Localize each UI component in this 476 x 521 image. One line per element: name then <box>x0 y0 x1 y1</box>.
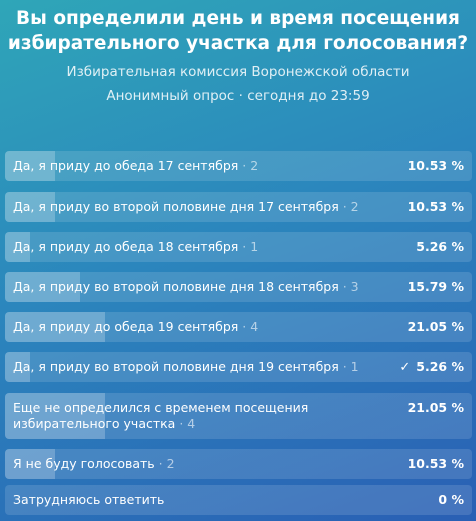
option-label: Я не буду голосовать · 2 <box>13 456 393 472</box>
option-label: Еще не определился с временем посещения … <box>13 400 393 432</box>
vote-count: · 4 <box>238 319 259 334</box>
option-percent: 10.53 % <box>408 456 464 472</box>
result-bar-fill <box>5 232 30 262</box>
poll-author: Избирательная комиссия Воронежской облас… <box>66 64 410 80</box>
option-percent: ✓ 5.26 % <box>399 359 464 376</box>
option-label: Да, я приду во второй половине дня 18 се… <box>13 279 393 295</box>
percent-value: 15.79 % <box>407 279 464 294</box>
percent-value: 21.05 % <box>407 319 464 334</box>
option-text: Да, я приду во второй половине дня 18 се… <box>13 279 339 294</box>
poll-option[interactable]: Да, я приду до обеда 17 сентября · 2 10.5… <box>5 151 472 181</box>
result-bar-fill <box>5 312 105 342</box>
vote-count: · 2 <box>154 456 175 471</box>
vote-count: · 3 <box>338 279 359 294</box>
percent-value: 0 % <box>438 492 464 507</box>
percent-value: 10.53 % <box>407 158 464 173</box>
percent-value: 10.53 % <box>407 456 464 471</box>
vote-count: · 1 <box>238 239 259 254</box>
poll-option[interactable]: Да, я приду во второй половине дня 17 се… <box>5 192 472 222</box>
option-text: Да, я приду до обеда 17 сентября <box>13 158 239 173</box>
poll-option[interactable]: Да, я приду до обеда 18 сентября · 1 5.26… <box>5 232 472 262</box>
poll-question: Вы определили день и время посещения изб… <box>0 6 476 56</box>
option-label: Да, я приду до обеда 19 сентября · 4 <box>13 319 393 335</box>
vote-count: · 4 <box>175 416 196 431</box>
option-text: Да, я приду во второй половине дня 17 се… <box>13 199 339 214</box>
checkmark-icon: ✓ <box>399 360 411 375</box>
vote-count: · 1 <box>338 359 359 374</box>
option-percent: 21.05 % <box>408 319 464 335</box>
result-bar-fill <box>5 151 55 181</box>
poll-option[interactable]: Да, я приду во второй половине дня 18 се… <box>5 272 472 302</box>
poll-info: Анонимный опрос · сегодня до 23:59 <box>106 88 370 104</box>
option-text: Да, я приду до обеда 19 сентября <box>13 319 239 334</box>
option-text: Еще не определился с временем посещения … <box>13 400 309 431</box>
percent-value: 5.26 % <box>416 359 464 374</box>
poll-option[interactable]: Да, я приду до обеда 19 сентября · 4 21.0… <box>5 312 472 342</box>
percent-value: 10.53 % <box>407 199 464 214</box>
poll-question-line: Вы определили день и время посещения <box>16 8 460 29</box>
option-label: Да, я приду во второй половине дня 17 се… <box>13 199 393 215</box>
option-percent: 10.53 % <box>408 158 464 174</box>
option-text: Затрудняюсь ответить <box>13 492 165 507</box>
option-text: Да, я приду во второй половине дня 19 се… <box>13 359 339 374</box>
poll-option[interactable]: Да, я приду во второй половине дня 19 се… <box>5 352 472 382</box>
option-text: Да, я приду до обеда 18 сентября <box>13 239 239 254</box>
vote-count: · 2 <box>338 199 359 214</box>
option-label: Да, я приду до обеда 18 сентября · 1 <box>13 239 393 255</box>
percent-value: 21.05 % <box>407 400 464 415</box>
result-bar-fill <box>5 352 30 382</box>
result-bar-fill <box>5 393 105 439</box>
percent-value: 5.26 % <box>416 239 464 254</box>
result-bar-fill <box>5 272 80 302</box>
option-label: Да, я приду во второй половине дня 19 се… <box>13 359 393 375</box>
poll-option[interactable]: Еще не определился с временем посещения … <box>5 393 472 439</box>
result-bar-fill <box>5 449 55 479</box>
option-percent: 0 % <box>438 492 464 508</box>
option-percent: 5.26 % <box>416 239 464 255</box>
poll-option[interactable]: Затрудняюсь ответить 0 % <box>5 485 472 515</box>
option-label: Затрудняюсь ответить <box>13 492 393 508</box>
poll-option[interactable]: Я не буду голосовать · 2 10.53 % <box>5 449 472 479</box>
result-bar-fill <box>5 192 55 222</box>
poll-question-line: избирательного участка для голосования? <box>7 33 469 54</box>
option-percent: 15.79 % <box>408 279 464 295</box>
option-percent: 21.05 % <box>408 400 464 416</box>
option-label: Да, я приду до обеда 17 сентября · 2 <box>13 158 393 174</box>
vote-count: · 2 <box>238 158 259 173</box>
option-text: Я не буду голосовать <box>13 456 155 471</box>
option-percent: 10.53 % <box>408 199 464 215</box>
